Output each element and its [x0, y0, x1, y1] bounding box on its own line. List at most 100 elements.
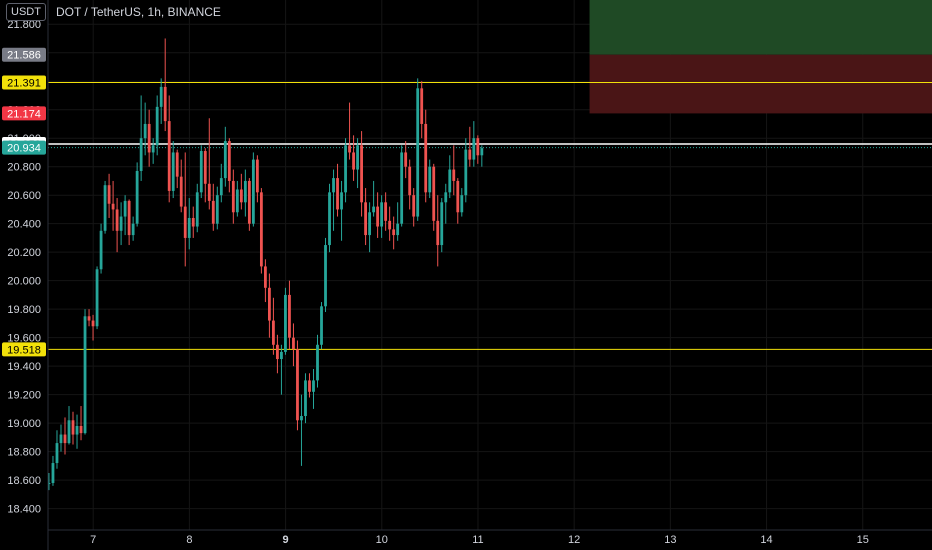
grid-layer [48, 0, 932, 530]
candle-body [452, 169, 456, 181]
candle-body [47, 482, 51, 484]
x-tick-label: 15 [857, 534, 869, 546]
candle-body [239, 189, 243, 203]
candle-body [67, 420, 71, 444]
candle-body [432, 166, 436, 221]
candle-body [272, 320, 275, 345]
candle-body [187, 217, 191, 238]
candle-body [444, 192, 448, 203]
y-tick-label: 21.800 [7, 19, 41, 31]
candle-body [199, 151, 203, 193]
candle-body [163, 86, 167, 122]
price-label-yellow: 21.391 [7, 77, 41, 89]
candle-body [183, 206, 187, 238]
candle-body [203, 151, 207, 184]
candle-body [388, 220, 392, 230]
candle-body [436, 220, 440, 246]
y-tick-label: 19.000 [7, 418, 41, 430]
candle-body [320, 306, 323, 345]
candle-body [440, 202, 444, 246]
candle-body [328, 192, 331, 246]
price-label-grey-bg [2, 47, 46, 62]
candle-body [304, 380, 307, 417]
candle-body [227, 141, 231, 181]
candle-body [255, 159, 259, 193]
candle-body [83, 316, 87, 434]
candle-body [372, 206, 376, 213]
candle-body [292, 337, 295, 350]
candle-body [472, 138, 476, 160]
candle-body [476, 138, 480, 156]
candle-body [131, 223, 135, 236]
candle-body [468, 149, 472, 160]
stop-zone[interactable] [589, 54, 932, 114]
price-label-yellow-bg [2, 342, 46, 357]
candle-body [460, 195, 464, 213]
currency-badge[interactable]: USDT [6, 3, 46, 21]
candle-body [368, 212, 372, 236]
candle-body [412, 195, 416, 217]
candle-body [348, 145, 351, 153]
price-label-red: 21.174 [7, 108, 41, 120]
candle-body [151, 145, 155, 153]
candle-body [296, 349, 299, 421]
price-label-yellow: 19.518 [7, 344, 41, 356]
position-tool[interactable] [589, 0, 932, 114]
candle-body [207, 183, 211, 201]
candle-body [356, 145, 359, 170]
y-tick-label: 20.000 [7, 276, 41, 288]
candle-body [147, 123, 151, 153]
candle-body [376, 206, 380, 227]
horizontal-lines[interactable] [48, 81, 932, 350]
candle-body [324, 245, 327, 307]
candle-body [420, 88, 424, 124]
candle-body [263, 266, 267, 288]
candle-body [115, 209, 119, 231]
target-zone[interactable] [589, 0, 932, 55]
candle-body [135, 170, 139, 224]
candle-body [267, 287, 271, 321]
candle-body [51, 463, 55, 483]
x-tick-label: 14 [760, 534, 772, 546]
y-tick-label: 18.800 [7, 447, 41, 459]
candle-body [408, 166, 412, 196]
candle-body [316, 344, 319, 381]
candle-body [416, 88, 420, 217]
candle-body [211, 200, 215, 224]
candle-body [223, 141, 227, 179]
candle-body [424, 123, 428, 193]
candle-body [300, 416, 303, 421]
candle-body [332, 178, 335, 193]
candle-body [91, 320, 95, 327]
candle-body [312, 380, 315, 392]
candle-body [111, 203, 115, 210]
candle-body [336, 178, 339, 210]
candle-body [384, 202, 388, 221]
candle-body [340, 192, 343, 210]
candle-body [288, 294, 291, 338]
y-tick-label: 20.600 [7, 190, 41, 202]
time-axis[interactable]: 7 8 9 10 11 12 13 14 15 [48, 529, 932, 546]
candle-body [75, 425, 79, 435]
candle-body [127, 200, 131, 236]
price-label-red-bg [2, 106, 46, 121]
price-label-teal-bg [2, 140, 46, 155]
x-tick-label: 12 [568, 534, 580, 546]
candle-body [396, 223, 400, 236]
candle-body [191, 217, 195, 227]
y-tick-label: 19.600 [7, 333, 41, 345]
candle-body [247, 180, 251, 224]
candle-body [400, 152, 404, 224]
candle-body [243, 180, 247, 203]
y-tick-label: 19.400 [7, 361, 41, 373]
candle-body [195, 192, 199, 227]
y-tick-label: 20.800 [7, 162, 41, 174]
candle-body [123, 200, 127, 217]
candle-body [308, 380, 311, 392]
candle-body [231, 180, 235, 213]
symbol-title[interactable]: DOT / TetherUS, 1h, BINANCE [55, 5, 221, 19]
candle-body [276, 344, 279, 360]
y-tick-label: 19.800 [7, 304, 41, 316]
price-label-grey: 21.586 [7, 50, 41, 62]
